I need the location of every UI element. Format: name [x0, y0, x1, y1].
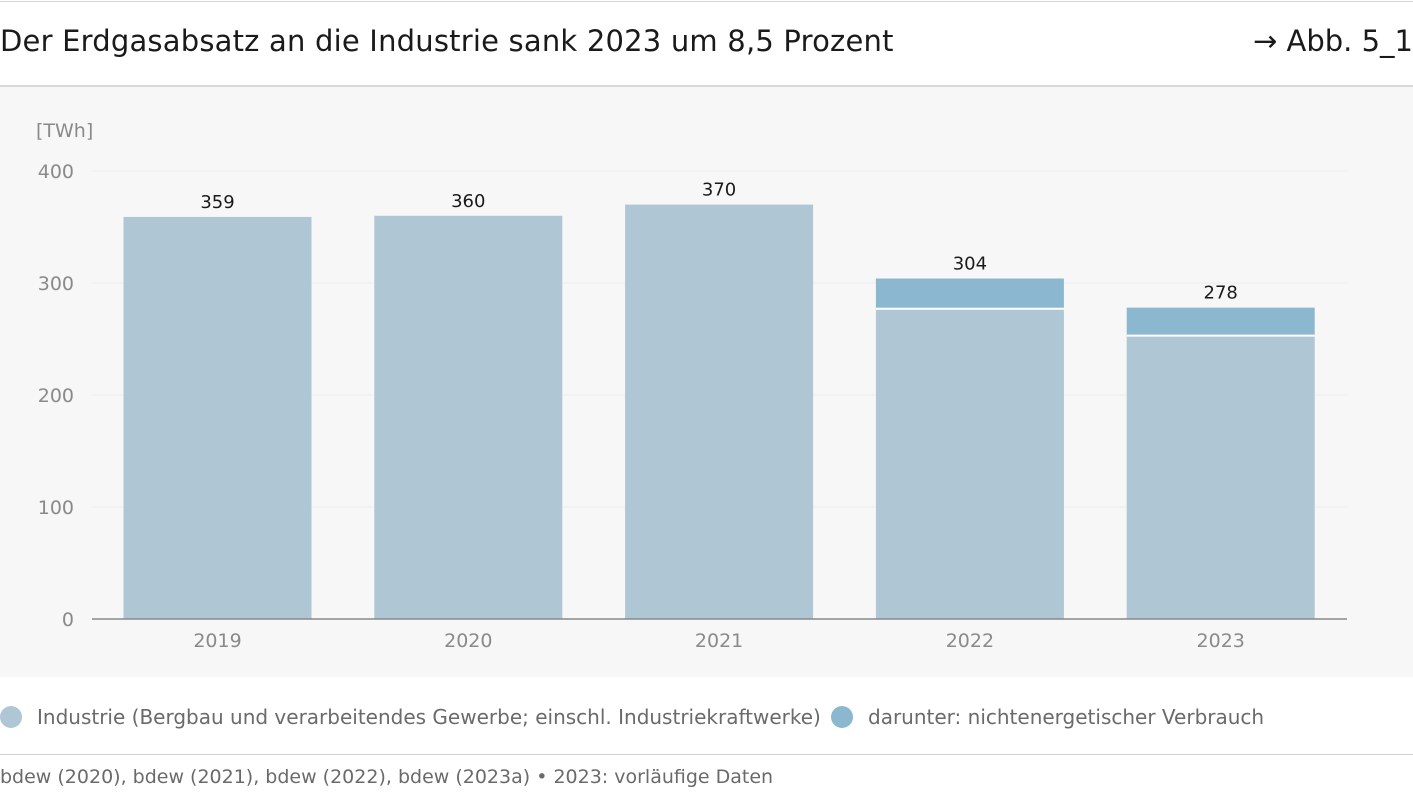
x-tick-label: 2020 [444, 630, 492, 652]
footer-rule [0, 754, 1413, 755]
x-tick-label: 2023 [1197, 630, 1245, 652]
bar-chart: [TWh] 0 100 200 300 400 359 2019 360 2020 370 2021 3… [36, 120, 1347, 652]
bar-industrie [374, 215, 563, 620]
legend: Industrie (Bergbau und verarbeitendes Ge… [0, 705, 1413, 735]
bar-nichtenergetisch [1126, 307, 1315, 336]
x-tick-label: 2021 [695, 630, 743, 652]
bar-industrie [625, 204, 814, 619]
chart-area: [TWh] 0 100 200 300 400 359 2019 360 2020 370 2021 3… [0, 87, 1413, 677]
y-tick-label: 400 [38, 161, 74, 183]
bar-value-label: 278 [1204, 283, 1238, 304]
bar-industrie [1126, 335, 1315, 619]
bar-nichtenergetisch [875, 278, 1064, 309]
bar-industrie [123, 216, 312, 620]
legend-label-nichtenergetisch: darunter: nichtenergetischer Verbrauch [868, 705, 1265, 729]
x-tick-label: 2019 [193, 630, 241, 652]
header-rule [0, 85, 1413, 87]
legend-label-industrie: Industrie (Bergbau und verarbeitendes Ge… [37, 705, 821, 729]
figure-reference: → Abb. 5_1 [1252, 24, 1413, 58]
bar-value-label: 360 [451, 191, 485, 212]
bar-value-label: 304 [953, 254, 987, 275]
y-tick-label: 100 [38, 497, 74, 519]
y-tick-label: 300 [38, 273, 74, 295]
legend-swatch-nichtenergetisch [831, 706, 853, 728]
bar-value-label: 359 [200, 192, 234, 213]
bar-value-label: 370 [702, 180, 736, 201]
bar-industrie [875, 308, 1064, 619]
legend-item-industrie: Industrie (Bergbau und verarbeitendes Ge… [0, 705, 821, 729]
x-tick-label: 2022 [946, 630, 994, 652]
chart-title: Der Erdgasabsatz an die Industrie sank 2… [0, 24, 894, 58]
y-tick-label: 200 [38, 385, 74, 407]
top-rule [0, 1, 1413, 2]
legend-item-nichtenergetisch: darunter: nichtenergetischer Verbrauch [831, 705, 1264, 729]
y-unit-label: [TWh] [36, 120, 93, 142]
y-tick-label: 0 [62, 609, 74, 631]
source-note: bdew (2020), bdew (2021), bdew (2022), b… [0, 766, 774, 788]
legend-swatch-industrie [0, 706, 22, 728]
